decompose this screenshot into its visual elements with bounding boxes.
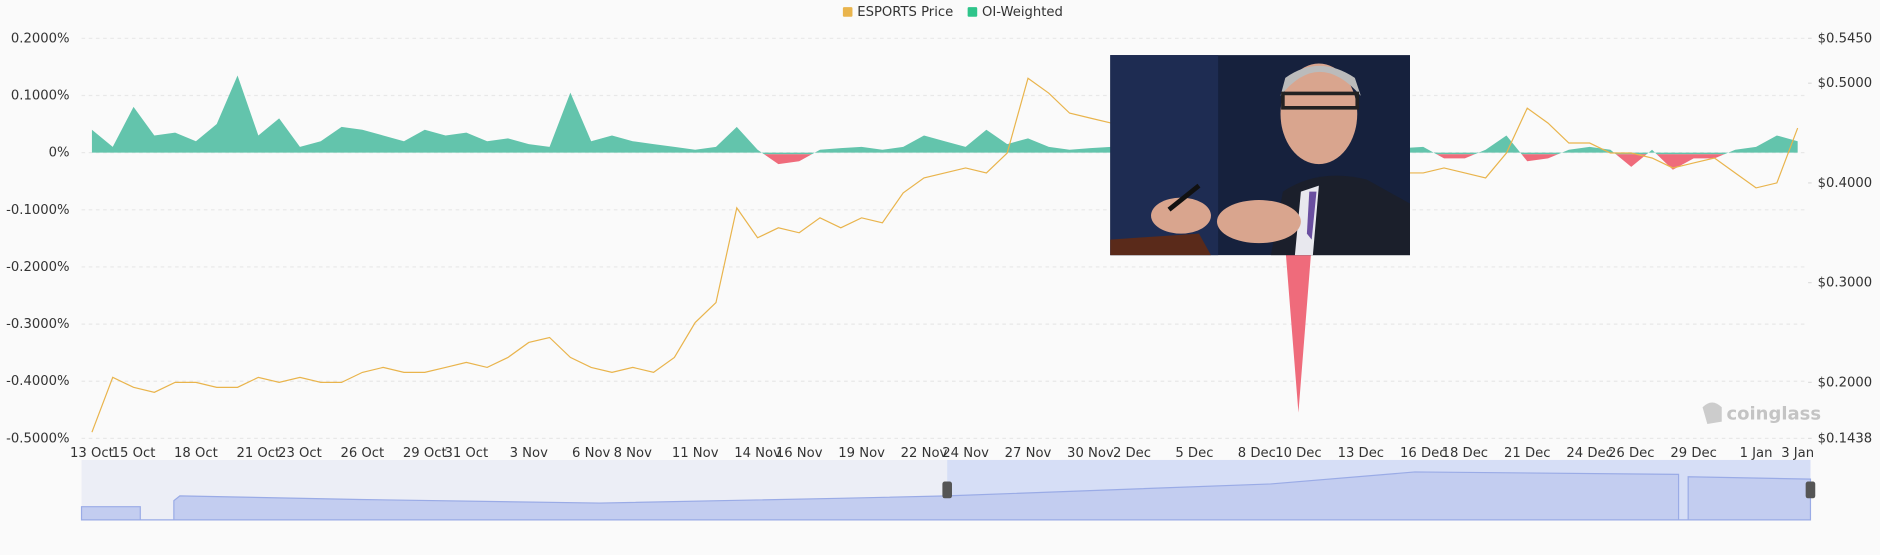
y-tick-label: 0.1000% <box>11 88 70 103</box>
x-tick-label: 8 Dec <box>1238 446 1276 461</box>
x-tick-label: 16 Nov <box>776 446 823 461</box>
watermark-logo <box>1702 402 1722 425</box>
x-tick-label: 21 Oct <box>236 446 280 461</box>
y2-tick-label: $0.4000 <box>1818 176 1873 191</box>
y-tick-label: -0.2000% <box>6 260 69 275</box>
x-tick-label: 8 Nov <box>614 446 652 461</box>
x-tick-label: 14 Nov <box>734 446 781 461</box>
x-tick-label: 30 Nov <box>1067 446 1114 461</box>
x-tick-label: 3 Nov <box>510 446 548 461</box>
x-tick-label: 31 Oct <box>444 446 488 461</box>
x-tick-label: 24 Dec <box>1566 446 1612 461</box>
x-tick-label: 23 Oct <box>278 446 322 461</box>
x-tick-label: 5 Dec <box>1175 446 1213 461</box>
y2-tick-label: $0.5000 <box>1818 76 1873 91</box>
x-tick-label: 29 Oct <box>403 446 447 461</box>
legend-label: OI-Weighted <box>982 5 1063 20</box>
price-line <box>91 77 1799 433</box>
legend-swatch <box>967 7 978 17</box>
y2-tick-label: $0.2000 <box>1818 375 1873 390</box>
x-tick-label: 2 Dec <box>1113 446 1151 461</box>
plot: 0.2000% 0.1000% 0% -0.1000% -0.2000% -0.3000%… <box>6 5 1872 461</box>
x-tick-label: 18 Dec <box>1442 446 1488 461</box>
y2-tick-label: $0.1438 <box>1818 431 1873 446</box>
x-tick-label: 24 Nov <box>942 446 989 461</box>
legend-swatch <box>842 7 853 17</box>
photo <box>1110 55 1410 256</box>
x-tick-label: 11 Nov <box>672 446 719 461</box>
x-tick-label: 21 Dec <box>1504 446 1550 461</box>
y2-tick-label: $0.5450 <box>1818 31 1873 46</box>
x-tick-label: 27 Nov <box>1005 446 1052 461</box>
legend-label: ESPORTS Price <box>857 5 953 20</box>
x-tick-label: 6 Nov <box>572 446 610 461</box>
watermark: coinglass <box>1727 403 1822 424</box>
x-tick-label: 13 Oct <box>70 446 114 461</box>
x-tick-label: 1 Jan <box>1740 446 1773 461</box>
y-tick-label: 0% <box>49 146 70 161</box>
x-tick-label: 3 Jan <box>1781 446 1814 461</box>
x-tick-label: 29 Dec <box>1670 446 1716 461</box>
x-tick-label: 10 Dec <box>1275 446 1321 461</box>
x-tick-label: 22 Nov <box>901 446 948 461</box>
x-tick-label: 26 Dec <box>1608 446 1654 461</box>
y-tick-label: 0.2000% <box>11 31 70 46</box>
x-tick-label: 13 Dec <box>1338 446 1384 461</box>
x-tick-label: 26 Oct <box>340 446 384 461</box>
x-tick-label: 16 Dec <box>1400 446 1446 461</box>
x-tick-label: 18 Oct <box>174 446 218 461</box>
y-tick-label: -0.4000% <box>6 374 69 389</box>
y2-tick-label: $0.3000 <box>1818 276 1873 291</box>
y-tick-label: -0.5000% <box>6 431 69 446</box>
x-tick-label: 19 Nov <box>838 446 885 461</box>
x-tick-label: 15 Oct <box>112 446 156 461</box>
y-tick-label: -0.3000% <box>6 317 69 332</box>
y-tick-label: -0.1000% <box>6 203 69 218</box>
funding-area-positive <box>91 75 1798 155</box>
navigator[interactable] <box>80 459 1816 521</box>
